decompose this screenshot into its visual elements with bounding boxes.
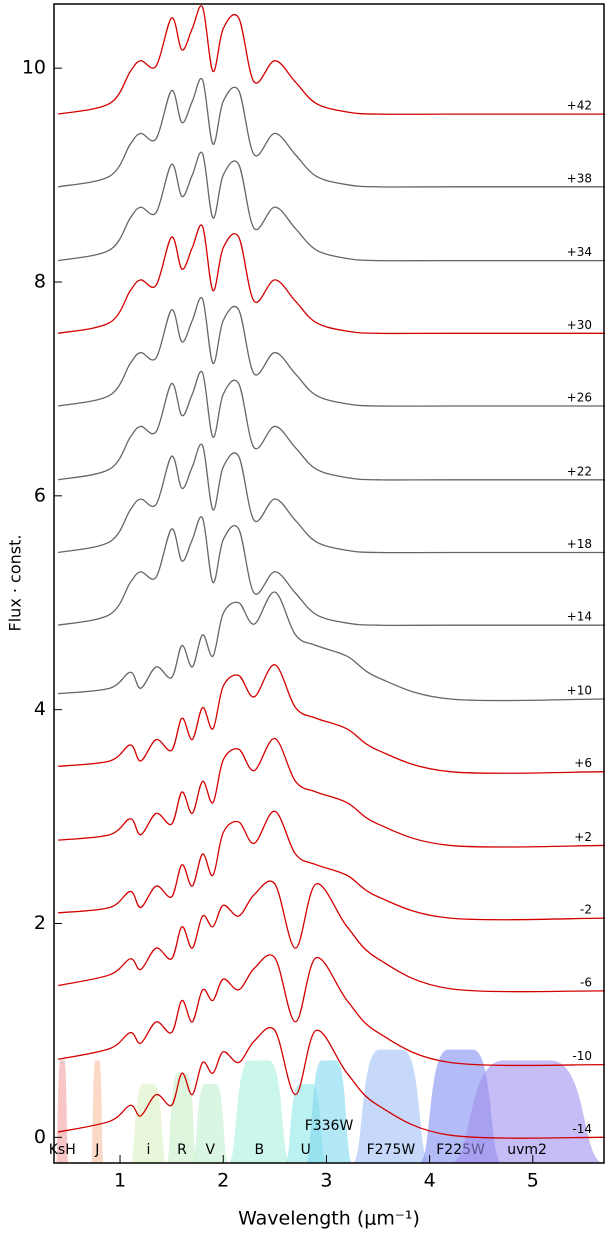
spectrum xyxy=(57,443,606,554)
band-label: F275W xyxy=(367,1142,416,1158)
filter-band xyxy=(352,1049,430,1163)
epoch-label: +6 xyxy=(574,756,592,770)
filter-band xyxy=(228,1060,291,1163)
x-tick-label: 3 xyxy=(320,1170,332,1192)
x-axis-label: Wavelength (μm⁻¹) xyxy=(238,1208,420,1230)
epoch-label: +42 xyxy=(567,99,592,113)
band-label: J xyxy=(94,1142,99,1158)
spectrum xyxy=(58,810,606,921)
y-tick-label: 8 xyxy=(34,270,46,292)
spectrum xyxy=(57,151,606,262)
y-axis-label: Flux · const. xyxy=(6,535,25,632)
spectrum xyxy=(58,591,606,702)
spectrum xyxy=(57,297,606,407)
x-tick-label: 5 xyxy=(527,1170,539,1192)
x-tick-label: 1 xyxy=(114,1170,126,1192)
filter-band xyxy=(166,1073,198,1163)
spectrum xyxy=(57,77,606,188)
epoch-label: +38 xyxy=(567,171,592,185)
epoch-label: +10 xyxy=(567,683,592,697)
x-tick-label: 2 xyxy=(217,1170,229,1192)
epoch-label: +26 xyxy=(567,391,592,405)
band-label: U xyxy=(301,1142,311,1158)
y-tick-label: 4 xyxy=(34,698,46,720)
band-label: R xyxy=(177,1142,187,1158)
y-tick-label: 0 xyxy=(34,1126,46,1148)
axes: 1 2 3 4 5 0 2 4 6 8 10 xyxy=(22,57,539,1192)
epoch-label: +14 xyxy=(567,610,592,624)
band-label: i xyxy=(146,1142,150,1158)
spectra: -14 -10 -6 -2 +2 +6 +10 +14 +18 +22 +26 +30 +34 +38 +4… xyxy=(57,5,606,1139)
filter-band xyxy=(305,1060,353,1163)
spectrum xyxy=(57,1026,606,1139)
filter-band xyxy=(130,1083,167,1163)
epoch-label: -2 xyxy=(580,903,592,917)
band-label: B xyxy=(255,1142,265,1158)
spectrum xyxy=(57,880,606,993)
y-tick-label: 10 xyxy=(22,57,46,79)
epoch-label: -6 xyxy=(580,975,592,989)
spectrum xyxy=(58,737,606,848)
plot-frame xyxy=(53,3,605,1164)
spectrum xyxy=(58,664,606,774)
spectrum xyxy=(57,370,606,481)
band-label: F336W xyxy=(305,1118,354,1134)
y-tick-label: 2 xyxy=(34,912,46,934)
filter-band xyxy=(91,1060,104,1163)
spectrum xyxy=(57,224,606,335)
band-label: KsH xyxy=(49,1142,76,1158)
epoch-label: -10 xyxy=(572,1049,592,1063)
spectrum xyxy=(57,5,606,115)
spectrum xyxy=(57,516,606,627)
epoch-label: +34 xyxy=(567,245,592,259)
epoch-label: +30 xyxy=(567,318,592,332)
x-tick-label: 4 xyxy=(424,1170,436,1192)
epoch-label: +18 xyxy=(567,537,592,551)
filter-band xyxy=(192,1083,229,1163)
y-tick-label: 6 xyxy=(34,484,46,506)
epoch-label: -14 xyxy=(572,1122,592,1136)
epoch-label: +22 xyxy=(567,464,592,478)
spectrum xyxy=(57,954,606,1067)
epoch-label: +2 xyxy=(574,830,592,844)
band-label: V xyxy=(206,1142,216,1158)
band-label: uvm2 xyxy=(507,1142,547,1158)
